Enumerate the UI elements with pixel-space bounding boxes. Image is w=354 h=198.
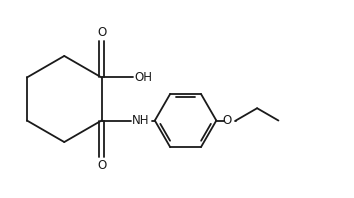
Text: O: O: [97, 26, 106, 39]
Text: OH: OH: [134, 71, 152, 84]
Text: O: O: [222, 114, 232, 127]
Text: O: O: [97, 159, 106, 172]
Text: NH: NH: [132, 114, 150, 127]
